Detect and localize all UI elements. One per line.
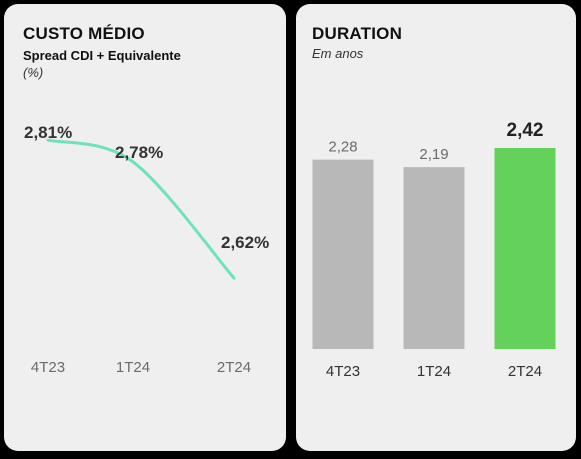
custo-medio-unit: (%) [23, 65, 44, 80]
duration-data-label: 2,42 [507, 120, 544, 141]
duration-bar [312, 159, 374, 349]
custo-medio-title: CUSTO MÉDIO [23, 24, 145, 43]
custo-medio-x-tick-label: 2T24 [217, 359, 251, 376]
duration-bar-chart: 2,28 4T23 2,19 1T24 2,42 2T24 [312, 120, 556, 380]
custo-medio-x-tick-label: 1T24 [116, 359, 150, 376]
custo-medio-panel: CUSTO MÉDIO Spread CDI + Equivalente (%)… [4, 4, 286, 451]
duration-subtitle: Em anos [312, 46, 364, 61]
custo-medio-data-label: 2,81% [24, 123, 72, 142]
duration-bar [494, 148, 556, 349]
custo-medio-data-label: 2,62% [221, 233, 269, 252]
custo-medio-data-label: 2,78% [115, 143, 163, 162]
duration-x-tick-label: 4T23 [326, 363, 360, 380]
custo-medio-subtitle: Spread CDI + Equivalente [23, 48, 181, 63]
custo-medio-line-chart: 2,81% 2,78% 2,62% 4T23 1T24 2T24 [24, 123, 269, 376]
custo-medio-x-tick-label: 4T23 [31, 359, 65, 376]
duration-data-label: 2,19 [419, 146, 448, 163]
duration-bar [403, 167, 465, 349]
custo-medio-series-line [46, 138, 236, 280]
duration-panel: DURATION Em anos 2,28 4T23 2,19 1T24 2,42 2T2… [296, 4, 576, 451]
duration-x-tick-label: 2T24 [508, 363, 542, 380]
duration-title: DURATION [312, 24, 403, 43]
duration-x-tick-label: 1T24 [417, 363, 451, 380]
duration-data-label: 2,28 [328, 139, 357, 156]
